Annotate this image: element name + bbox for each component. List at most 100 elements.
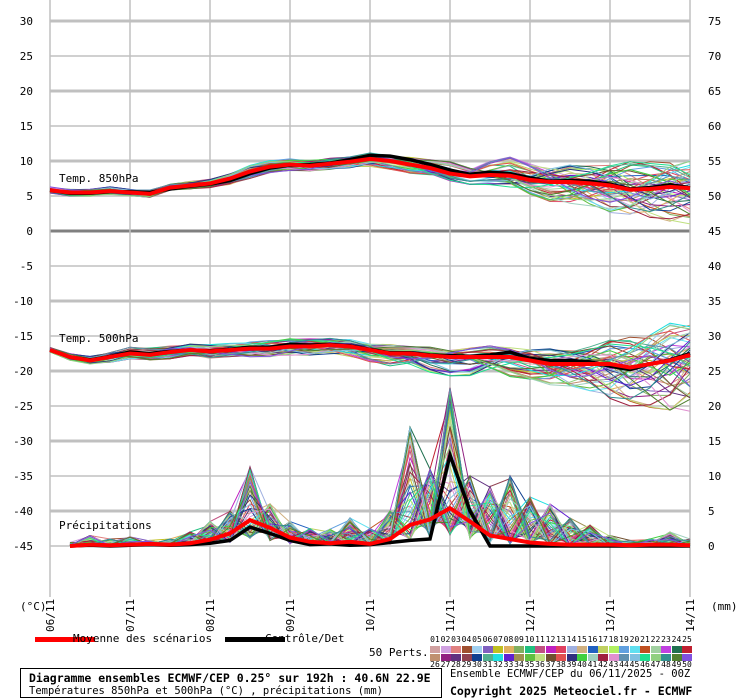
legend-members-label: 50 Perts. bbox=[369, 646, 429, 659]
member-swatch-21 bbox=[640, 646, 650, 653]
x-tick: 06/11 bbox=[44, 599, 57, 632]
member-number: 35 bbox=[524, 660, 535, 669]
member-swatch-44 bbox=[619, 654, 629, 661]
member-number: 34 bbox=[514, 660, 524, 669]
panel-label: Temp. 850hPa bbox=[59, 172, 138, 185]
member-number: 25 bbox=[682, 635, 692, 644]
member-swatch-27 bbox=[440, 654, 451, 661]
member-swatch-06 bbox=[482, 646, 493, 653]
x-tick: 07/11 bbox=[124, 599, 137, 632]
member-number: 01 bbox=[430, 635, 440, 644]
member-number: 24 bbox=[671, 635, 682, 644]
y-tick-right: 70 bbox=[708, 50, 721, 63]
member-swatch-26 bbox=[430, 654, 440, 661]
member-swatch-01 bbox=[430, 646, 440, 653]
member-number: 47 bbox=[650, 660, 661, 669]
member-swatch-38 bbox=[556, 654, 566, 661]
member-swatch-25 bbox=[682, 646, 692, 653]
x-tick: 09/11 bbox=[284, 599, 297, 632]
y-tick-left: -25 bbox=[13, 400, 33, 413]
legend-control-swatch bbox=[225, 637, 285, 642]
member-swatch-40 bbox=[577, 654, 587, 661]
y-tick-right: 55 bbox=[708, 155, 721, 168]
member-line-18 bbox=[69, 393, 691, 547]
y-tick-right: 20 bbox=[708, 400, 721, 413]
member-number: 50 bbox=[682, 660, 692, 669]
member-number: 05 bbox=[472, 635, 482, 644]
member-swatch-02 bbox=[440, 646, 451, 653]
member-swatch-05 bbox=[472, 646, 482, 653]
member-number: 04 bbox=[461, 635, 472, 644]
y-tick-left: -40 bbox=[13, 505, 33, 518]
y-tick-right: 0 bbox=[708, 540, 715, 553]
member-number: 07 bbox=[493, 635, 503, 644]
x-tick: 13/11 bbox=[604, 599, 617, 632]
member-number: 26 bbox=[430, 660, 440, 669]
member-number: 38 bbox=[556, 660, 566, 669]
member-line-48 bbox=[69, 403, 691, 547]
member-swatch-15 bbox=[577, 646, 587, 653]
y-tick-left: -5 bbox=[20, 260, 33, 273]
member-swatch-24 bbox=[671, 646, 682, 653]
mean-line bbox=[49, 343, 691, 370]
y-label-left: (°C) bbox=[20, 600, 47, 613]
member-number: 21 bbox=[640, 635, 650, 644]
member-swatch-30 bbox=[472, 654, 482, 661]
y-tick-right: 75 bbox=[708, 15, 721, 28]
member-number: 28 bbox=[451, 660, 461, 669]
member-swatch-33 bbox=[503, 654, 514, 661]
legend-mean-label: Moyenne des scénarios bbox=[73, 632, 213, 645]
y-tick-left: 15 bbox=[20, 120, 33, 133]
y-tick-left: 0 bbox=[26, 225, 33, 238]
member-swatch-14 bbox=[566, 646, 577, 653]
member-number: 11 bbox=[535, 635, 545, 644]
y-tick-left: -30 bbox=[13, 435, 33, 448]
member-number: 20 bbox=[629, 635, 640, 644]
member-number: 44 bbox=[619, 660, 629, 669]
y-tick-right: 10 bbox=[708, 470, 721, 483]
y-tick-right: 65 bbox=[708, 85, 721, 98]
member-line-40 bbox=[69, 394, 691, 547]
member-number: 09 bbox=[514, 635, 524, 644]
y-tick-right: 40 bbox=[708, 260, 721, 273]
y-tick-right: 50 bbox=[708, 190, 721, 203]
member-number: 45 bbox=[629, 660, 640, 669]
member-number: 10 bbox=[524, 635, 535, 644]
member-number: 18 bbox=[608, 635, 619, 644]
mean-line bbox=[49, 156, 691, 196]
chart-subtitle: Températures 850hPa et 500hPa (°C) , pré… bbox=[29, 685, 384, 697]
member-number: 27 bbox=[440, 660, 451, 669]
y-tick-left: 20 bbox=[20, 85, 33, 98]
y-label-right: (mm) bbox=[711, 600, 738, 613]
member-number: 41 bbox=[587, 660, 598, 669]
x-tick: 08/11 bbox=[204, 599, 217, 632]
member-number: 23 bbox=[661, 635, 671, 644]
member-number: 48 bbox=[661, 660, 671, 669]
member-line-07 bbox=[69, 410, 691, 547]
member-number: 16 bbox=[587, 635, 598, 644]
y-tick-left: -20 bbox=[13, 365, 33, 378]
x-tick: 14/11 bbox=[684, 599, 697, 632]
member-swatch-32 bbox=[493, 654, 503, 661]
member-number: 36 bbox=[535, 660, 545, 669]
member-number: 02 bbox=[440, 635, 451, 644]
panel-label: Temp. 500hPa bbox=[59, 332, 138, 345]
member-swatch-49 bbox=[671, 654, 682, 661]
member-number: 17 bbox=[598, 635, 608, 644]
member-number: 06 bbox=[482, 635, 493, 644]
title-box: Diagramme ensembles ECMWF/CEP 0.25° sur … bbox=[20, 668, 442, 698]
member-swatch-47 bbox=[650, 654, 661, 661]
member-swatch-11 bbox=[535, 646, 545, 653]
member-number: 31 bbox=[482, 660, 493, 669]
member-swatch-12 bbox=[545, 646, 556, 653]
run-info: Ensemble ECMWF/CEP du 06/11/2025 - 00Z bbox=[450, 668, 691, 680]
member-swatch-36 bbox=[535, 654, 545, 661]
member-swatch-18 bbox=[608, 646, 619, 653]
member-number: 39 bbox=[566, 660, 577, 669]
member-swatch-28 bbox=[451, 654, 461, 661]
member-swatch-39 bbox=[566, 654, 577, 661]
member-swatch-22 bbox=[650, 646, 661, 653]
member-swatch-08 bbox=[503, 646, 514, 653]
member-number: 42 bbox=[598, 660, 608, 669]
